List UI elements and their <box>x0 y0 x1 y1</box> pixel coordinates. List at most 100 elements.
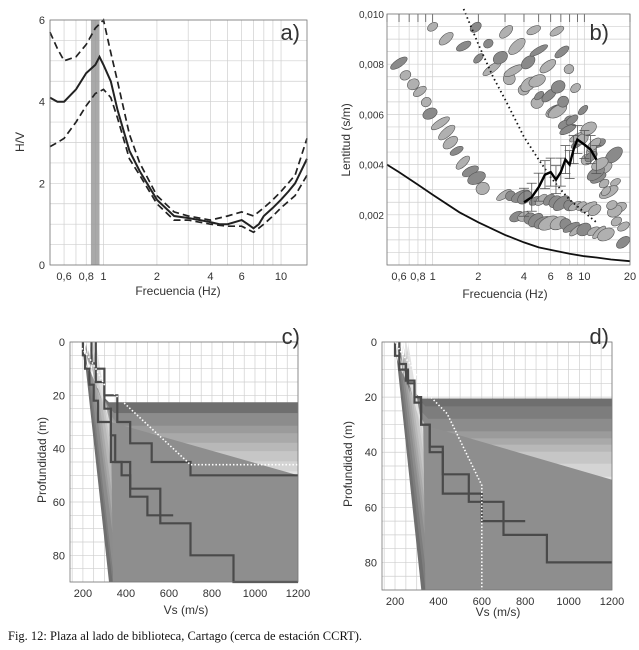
chart-d: 200 400 600 800 1000 1200 0 20 40 60 80 d) Vs (m/s… <box>341 324 624 619</box>
profile-ensemble <box>77 341 299 584</box>
x-tick-label: 0,8 <box>79 271 94 283</box>
plot-frame <box>49 19 308 266</box>
fk-contour <box>455 155 470 170</box>
fk-contour <box>475 181 490 195</box>
y-tick-label: 0,002 <box>359 211 384 222</box>
fk-contour <box>528 74 546 88</box>
fk-contour <box>598 178 610 189</box>
tick-labels: 0,6 0,8 1 2 4 6 8 10 20 0,002 0,004 0,006 0,008 0,010 <box>359 10 636 283</box>
y-tick-label: 0,010 <box>359 10 384 21</box>
fk-contour <box>549 25 565 37</box>
fk-contour <box>565 114 579 126</box>
fk-contour <box>469 21 482 33</box>
x-tick-label: 10 <box>275 271 287 283</box>
tick-labels: 200 400 600 800 1000 1200 0 20 40 60 80 <box>53 337 310 600</box>
best-fit-profile <box>77 341 298 466</box>
x-tick-label: 0,6 <box>391 271 406 283</box>
y-tick-label: 0,008 <box>359 60 384 71</box>
fk-contour <box>588 204 602 216</box>
x-tick-label: 1000 <box>243 588 267 600</box>
y-axis-label: Profundidad (m) <box>341 421 355 507</box>
hv-curve-mean <box>49 54 308 230</box>
fk-contour <box>606 200 618 210</box>
x-tick-label: 1200 <box>286 588 310 600</box>
fk-contour <box>467 171 486 185</box>
chart-a: 0,6 0,8 1 2 4 6 10 0 2 4 6 a) Frecuencia (Hz) H/V <box>13 15 308 298</box>
x-tick-label: 800 <box>203 588 221 600</box>
y-tick-label: 0 <box>371 337 377 349</box>
y-axis-label: Profundidad (m) <box>35 417 49 503</box>
x-axis-label: Vs (m/s) <box>476 605 521 619</box>
panel-label: c) <box>282 324 300 349</box>
peak-band <box>90 20 100 265</box>
fk-contour <box>563 64 575 75</box>
resolution-limit-curve <box>462 8 597 223</box>
fk-contour <box>390 56 408 70</box>
x-tick-label: 2 <box>154 271 160 283</box>
dispersion-curve <box>523 137 598 204</box>
fk-contour <box>492 50 508 65</box>
x-tick-label: 1200 <box>600 596 624 608</box>
fk-contour <box>427 22 439 32</box>
x-tick-label: 200 <box>74 588 92 600</box>
y-tick-label: 40 <box>53 444 65 456</box>
fk-contour <box>521 55 536 70</box>
vs-profile-core <box>423 424 612 590</box>
fk-contour <box>577 105 589 116</box>
fk-contour <box>430 116 450 131</box>
y-tick-label: 0,004 <box>359 161 384 172</box>
x-tick-label: 600 <box>160 588 178 600</box>
x-axis-label: Vs (m/s) <box>164 603 209 617</box>
x-axis-label: Frecuencia (Hz) <box>135 284 220 298</box>
y-tick-label: 60 <box>365 502 377 514</box>
y-tick-label: 6 <box>39 15 45 27</box>
fk-contour <box>449 145 464 156</box>
x-tick-label: 6 <box>239 271 245 283</box>
x-tick-label: 200 <box>386 596 404 608</box>
y-tick-label: 0,006 <box>359 110 384 121</box>
y-tick-label: 40 <box>365 447 377 459</box>
x-tick-label: 1000 <box>556 596 580 608</box>
x-tick-label: 2 <box>475 271 481 283</box>
fk-contour <box>473 53 484 64</box>
plot-frame <box>381 341 613 591</box>
vs-profile-line <box>90 342 174 517</box>
plot-frame <box>69 341 299 583</box>
x-axis-label: Frecuencia (Hz) <box>462 287 547 301</box>
figure-caption: Fig. 12: Plaza al lado de biblioteca, Ca… <box>8 629 362 643</box>
tick-labels: 0,6 0,8 1 2 4 6 10 0 2 4 6 <box>39 15 287 283</box>
chart-c: 200 400 600 800 1000 1200 0 20 40 60 80 c) Vs (m/s… <box>35 324 310 617</box>
panel-label: d) <box>589 324 609 349</box>
fk-contour <box>610 216 622 227</box>
aliasing-limit-curve <box>386 163 631 263</box>
x-tick-label: 0,8 <box>410 271 425 283</box>
x-tick-label: 1 <box>100 271 106 283</box>
x-tick-label: 400 <box>429 596 447 608</box>
x-tick-label: 20 <box>624 271 636 283</box>
tick-labels: 200 400 600 800 1000 1200 0 20 40 60 80 <box>365 337 624 608</box>
fk-contour <box>557 95 569 108</box>
fk-contour <box>438 124 456 141</box>
fk-contour <box>399 70 412 81</box>
fk-contour <box>422 107 438 120</box>
fk-contour <box>499 25 514 39</box>
fk-contour <box>534 90 544 101</box>
x-tick-label: 6 <box>548 271 554 283</box>
y-tick-label: 4 <box>39 97 45 109</box>
y-axis-label: Lentitud (s/m) <box>339 103 353 176</box>
fk-contour <box>420 97 432 108</box>
y-tick-label: 20 <box>53 390 65 402</box>
x-tick-label: 600 <box>473 596 491 608</box>
fk-contour <box>508 37 526 55</box>
x-tick-label: 0,6 <box>56 271 71 283</box>
y-tick-label: 20 <box>365 392 377 404</box>
x-tick-label: 1 <box>430 271 436 283</box>
fk-contour <box>550 80 566 94</box>
fk-contour <box>610 178 621 187</box>
x-tick-label: 4 <box>207 271 213 283</box>
grid <box>49 19 307 266</box>
fk-contour <box>539 59 557 74</box>
y-tick-label: 2 <box>39 178 45 190</box>
x-tick-label: 8 <box>567 271 573 283</box>
panel-label: a) <box>280 20 300 45</box>
